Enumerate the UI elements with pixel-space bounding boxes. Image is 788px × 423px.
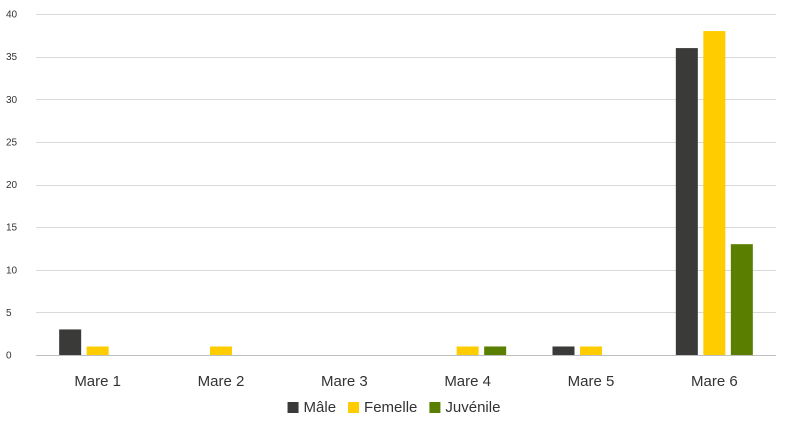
- legend-label: Femelle: [364, 399, 417, 416]
- bar: [86, 346, 109, 355]
- y-tick-label: 20: [6, 180, 18, 191]
- x-axis-ticks: Mare 1 Mare 2 Mare 3 Mare 4 Mare 5 Mare 6: [74, 373, 737, 390]
- legend-swatch: [348, 402, 360, 413]
- bar: [210, 346, 232, 355]
- bar: [59, 329, 82, 355]
- bar: [580, 346, 602, 355]
- bar: [456, 346, 479, 355]
- bars: [59, 31, 753, 356]
- x-tick-label: Mare 6: [691, 373, 738, 390]
- bar: [703, 31, 726, 356]
- legend-label: Juvénile: [445, 399, 500, 416]
- legend-swatch: [287, 402, 299, 413]
- y-tick-label: 10: [6, 265, 18, 276]
- bar: [675, 48, 698, 355]
- x-tick-label: Mare 2: [198, 373, 245, 390]
- x-tick-label: Mare 3: [321, 373, 368, 390]
- legend-label: Mâle: [304, 399, 337, 416]
- legend-swatch: [429, 402, 441, 413]
- gridlines: [36, 14, 776, 356]
- y-tick-label: 25: [6, 137, 18, 148]
- y-axis-ticks: 0 5 10 15 20 25 30 35 40: [6, 10, 18, 362]
- y-tick-label: 0: [6, 351, 12, 362]
- bar: [484, 346, 507, 355]
- bar: [730, 244, 753, 355]
- y-tick-label: 15: [6, 223, 18, 234]
- y-tick-label: 35: [6, 52, 18, 63]
- x-tick-label: Mare 4: [444, 373, 491, 390]
- x-tick-label: Mare 1: [74, 373, 121, 390]
- y-tick-label: 30: [6, 95, 18, 106]
- y-tick-label: 40: [6, 10, 18, 21]
- x-tick-label: Mare 5: [568, 373, 615, 390]
- legend: Mâle Femelle Juvénile: [287, 399, 500, 416]
- y-tick-label: 5: [6, 308, 12, 319]
- bar: [552, 346, 575, 355]
